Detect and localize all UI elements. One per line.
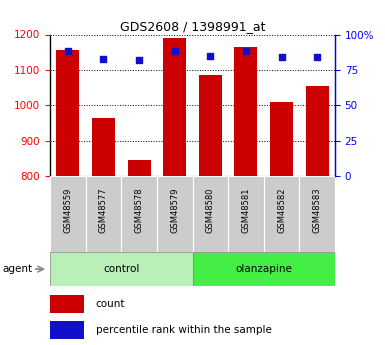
Text: GSM48577: GSM48577 (99, 187, 108, 233)
Point (65, 49, 71, 54)
Bar (270, 102, 293, 176)
Bar (306, 86, 329, 176)
Text: GSM48583: GSM48583 (313, 187, 321, 233)
Text: count: count (95, 299, 125, 309)
Bar (92, 118, 115, 176)
Bar (50, 176, 85, 252)
Point (314, 55, 320, 60)
Bar (234, 47, 258, 176)
Bar (300, 176, 335, 252)
Text: percentile rank within the sample: percentile rank within the sample (95, 325, 271, 335)
Bar (228, 176, 264, 252)
Bar (50, 321, 84, 339)
Bar (50, 295, 84, 313)
Text: control: control (103, 264, 139, 274)
Title: GDS2608 / 1398991_at: GDS2608 / 1398991_at (120, 20, 265, 33)
Point (172, 49, 178, 54)
Bar (56, 50, 79, 176)
Bar (157, 176, 192, 252)
Bar (85, 176, 121, 252)
Point (100, 56, 107, 61)
Text: GSM48578: GSM48578 (135, 187, 144, 233)
Bar (163, 38, 186, 176)
Bar (192, 252, 335, 286)
Point (243, 49, 249, 54)
Point (278, 55, 285, 60)
Point (136, 57, 142, 63)
Text: GSM48559: GSM48559 (64, 187, 72, 233)
Text: GSM48581: GSM48581 (241, 187, 250, 233)
Bar (121, 176, 157, 252)
Point (207, 53, 213, 59)
Text: agent: agent (2, 264, 32, 274)
Text: GSM48582: GSM48582 (277, 187, 286, 233)
Bar (199, 75, 222, 176)
Text: GSM48579: GSM48579 (170, 187, 179, 233)
Text: GSM48580: GSM48580 (206, 187, 215, 233)
Bar (127, 160, 151, 176)
Bar (50, 252, 192, 286)
Bar (192, 176, 228, 252)
Bar (264, 176, 300, 252)
Text: olanzapine: olanzapine (235, 264, 292, 274)
